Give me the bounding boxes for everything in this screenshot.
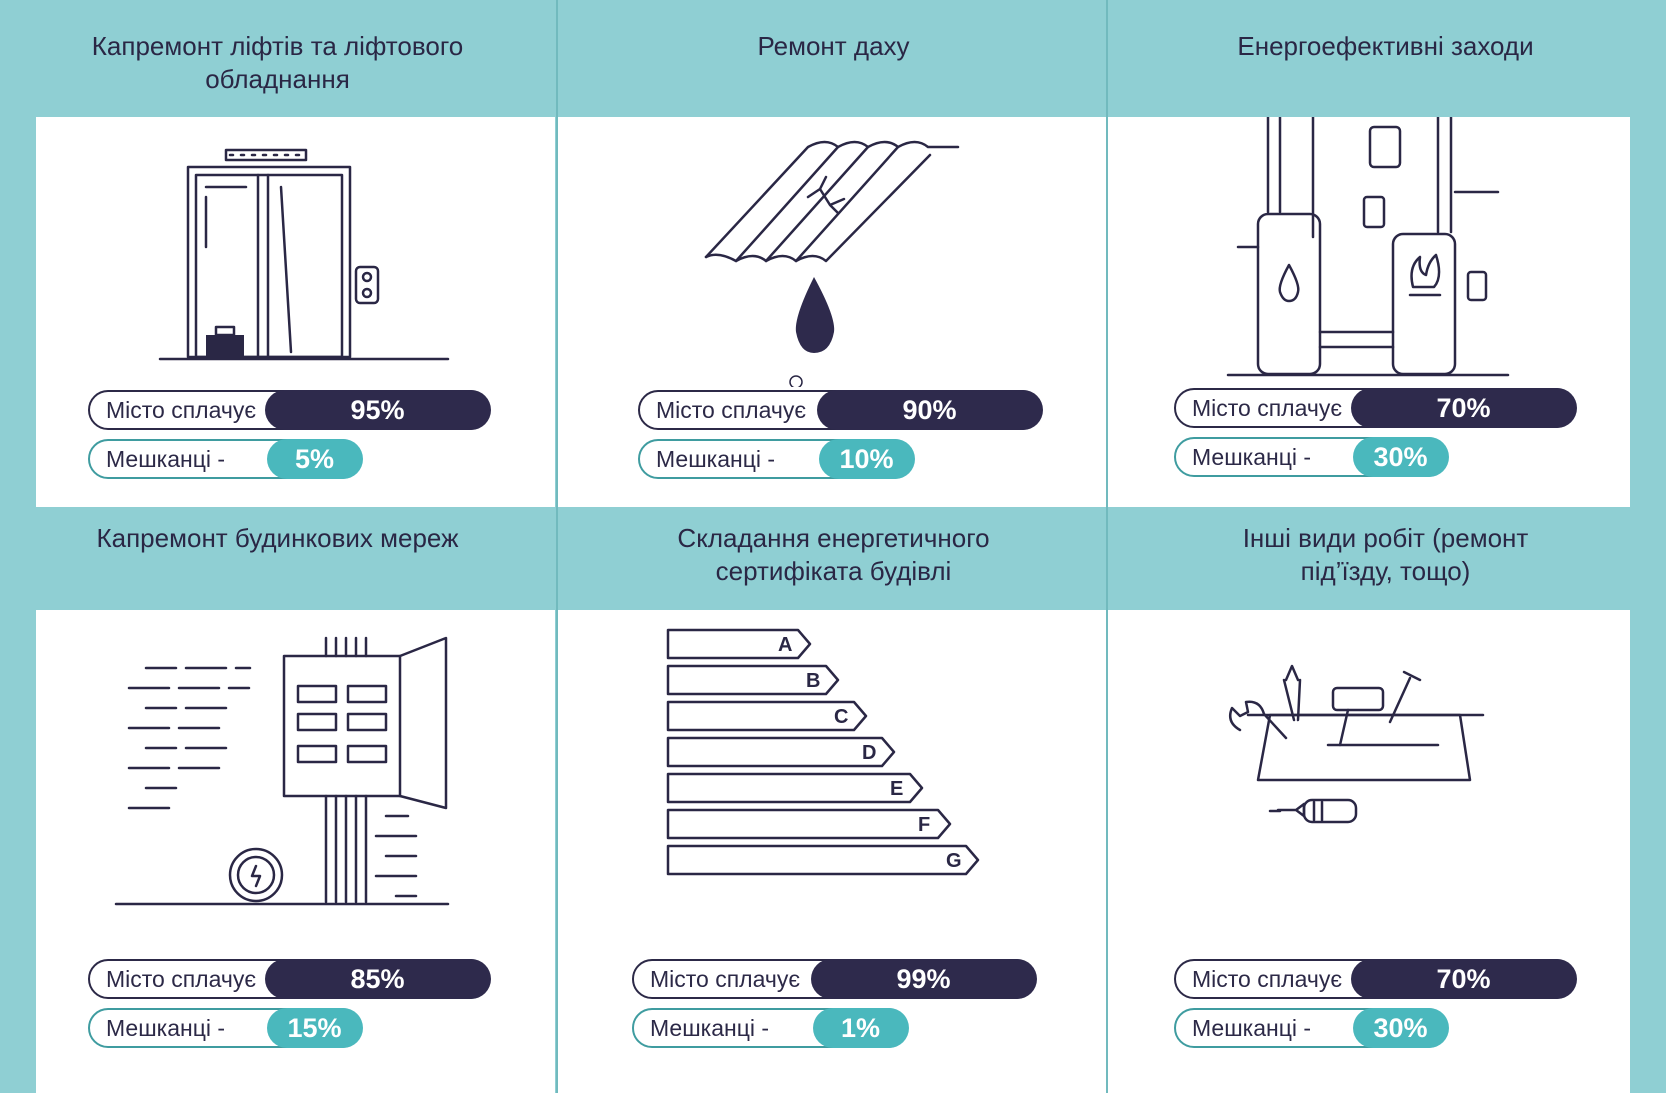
boiler-icon: [1226, 117, 1510, 377]
residents-share-value: 10%: [818, 438, 915, 479]
city-share-bar: Місто сплачує 70%: [1174, 387, 1577, 428]
electrical-panel-icon: [114, 636, 450, 906]
residents-share-label: Мешканці -: [1192, 444, 1312, 470]
residents-share-value: 30%: [1352, 436, 1449, 477]
residents-share-bar: Мешканці - 5%: [88, 438, 363, 479]
city-share-bar: Місто сплачує 85%: [88, 958, 491, 999]
rating-bar-d: [666, 736, 896, 768]
column-divider: [1106, 0, 1108, 1093]
city-share-label: Місто сплачує: [656, 397, 807, 423]
rating-label-b: B: [806, 670, 820, 692]
column-divider: [556, 0, 558, 1093]
city-share-value: 99%: [810, 958, 1037, 999]
rating-label-g: G: [946, 850, 962, 872]
cell-title: Капремонт ліфтів та ліфтового обладнання: [91, 31, 464, 94]
city-share-bar: Місто сплачує 70%: [1174, 958, 1577, 999]
residents-share-value: 5%: [266, 438, 363, 479]
city-share-value: 70%: [1350, 387, 1577, 428]
city-share-label: Місто сплачує: [650, 966, 801, 992]
residents-share-label: Мешканці -: [106, 446, 226, 472]
illustration-card: [1108, 610, 1630, 1093]
city-share-bar: Місто сплачує 90%: [638, 389, 1043, 430]
elevator-icon: [158, 148, 450, 361]
info-cell-building-networks: Капремонт будинкових мереж Місто сплачує…: [0, 507, 555, 1093]
rating-label-a: A: [778, 634, 792, 656]
city-share-value: 95%: [264, 389, 491, 430]
residents-share-bar: Мешканці - 30%: [1174, 1007, 1449, 1048]
toolbox-icon: [1229, 664, 1485, 824]
city-share-value: 90%: [816, 389, 1043, 430]
rating-label-c: C: [834, 706, 848, 728]
info-cell-energy-efficiency: Енергоефективні заходи Місто сплачує 70%: [1108, 0, 1663, 546]
city-share-value: 70%: [1350, 958, 1577, 999]
residents-share-label: Мешканці -: [656, 446, 776, 472]
info-cell-roof: Ремонт даху Місто сплачує 90% Мешканці -…: [556, 0, 1111, 546]
residents-share-label: Мешканці -: [650, 1015, 770, 1041]
residents-share-value: 30%: [1352, 1007, 1449, 1048]
cell-title: Складання енергетичного сертифіката буді…: [677, 523, 990, 586]
rating-label-d: D: [862, 742, 876, 764]
residents-share-value: 1%: [812, 1007, 909, 1048]
residents-share-bar: Мешканці - 1%: [632, 1007, 909, 1048]
cell-title: Енергоефективні заходи: [1237, 31, 1534, 61]
roof-leak-icon: [704, 140, 960, 387]
city-share-bar: Місто сплачує 99%: [632, 958, 1037, 999]
city-share-bar: Місто сплачує 95%: [88, 389, 491, 430]
residents-share-label: Мешканці -: [1192, 1015, 1312, 1041]
rating-label-f: F: [918, 814, 930, 836]
rating-bar-g: [666, 844, 980, 876]
residents-share-bar: Мешканці - 30%: [1174, 436, 1449, 477]
rating-bar-f: [666, 808, 952, 840]
residents-share-value: 15%: [266, 1007, 363, 1048]
city-share-label: Місто сплачує: [1192, 966, 1343, 992]
city-share-value: 85%: [264, 958, 491, 999]
city-share-label: Місто сплачує: [106, 397, 257, 423]
info-cell-elevators: Капремонт ліфтів та ліфтового обладнання…: [0, 0, 555, 546]
residents-share-bar: Мешканці - 10%: [638, 438, 915, 479]
residents-share-bar: Мешканці - 15%: [88, 1007, 363, 1048]
city-share-label: Місто сплачує: [106, 966, 257, 992]
city-share-label: Місто сплачує: [1192, 395, 1343, 421]
rating-bar-e: [666, 772, 924, 804]
cell-title: Ремонт даху: [757, 31, 910, 61]
cell-title: Капремонт будинкових мереж: [96, 523, 459, 553]
residents-share-label: Мешканці -: [106, 1015, 226, 1041]
cell-title: Інші види робіт (ремонт під’їзду, тощо): [1242, 523, 1529, 586]
rating-label-e: E: [890, 778, 903, 800]
info-cell-energy-certificate: Складання енергетичного сертифіката буді…: [556, 507, 1111, 1093]
rating-bar-a: [666, 628, 812, 660]
rating-bar-b: [666, 664, 840, 696]
rating-bar-c: [666, 700, 868, 732]
info-cell-other-works: Інші види робіт (ремонт під’їзду, тощо) …: [1108, 507, 1663, 1093]
